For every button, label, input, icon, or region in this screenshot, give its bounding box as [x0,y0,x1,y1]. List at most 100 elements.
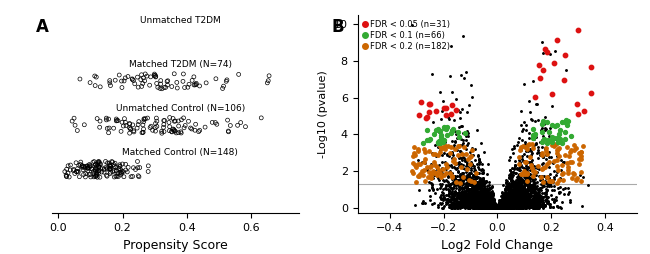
Point [115,173,125,177]
Point [492,206,502,210]
Point [82,164,92,168]
Point [491,205,501,210]
Point [499,206,509,210]
Point [484,199,494,203]
Point [473,198,484,202]
Point [434,130,444,134]
Point [489,205,499,209]
Point [473,203,484,207]
Point [469,199,479,203]
Point [542,141,552,145]
Point [514,198,524,202]
Point [499,204,510,209]
Point [484,205,494,209]
Point [441,106,451,110]
Point [497,201,507,205]
Point [493,206,503,210]
Point [517,202,527,206]
Point [476,201,487,205]
Point [514,200,525,204]
Point [480,201,491,205]
Point [486,201,497,205]
Point [471,198,482,202]
Point [473,205,484,209]
Point [105,165,116,169]
Point [526,204,537,208]
Point [538,195,548,199]
Point [476,203,487,207]
Point [483,191,493,195]
Point [459,203,469,207]
Point [474,185,484,189]
Point [95,175,105,179]
Point [519,169,530,173]
Point [462,185,473,189]
Point [470,200,480,204]
Point [457,177,467,181]
Point [484,198,494,202]
Point [497,205,507,209]
Point [495,203,506,207]
Point [534,187,544,192]
Point [520,205,530,210]
Point [512,205,522,210]
Point [514,194,525,198]
Point [496,203,506,207]
Point [109,175,120,179]
Point [497,205,508,209]
Point [504,198,514,202]
Point [538,174,548,178]
Point [527,190,538,194]
Point [480,204,490,208]
Point [105,166,116,170]
Point [510,204,520,208]
Point [501,205,512,209]
Point [491,205,502,209]
Point [532,180,543,184]
Point [508,192,519,196]
Point [438,99,448,103]
Point [491,206,501,210]
Point [528,180,539,184]
Point [518,200,528,204]
Point [456,137,466,141]
Point [456,185,467,189]
Point [495,205,505,209]
Point [512,202,523,207]
Point [467,195,477,199]
Point [536,199,547,203]
Point [489,205,500,209]
Point [479,201,489,205]
Point [473,205,483,209]
Point [556,172,567,177]
Point [512,190,522,194]
Point [497,201,507,205]
Point [474,179,484,183]
Point [499,202,509,206]
Point [493,205,503,209]
Point [573,112,584,116]
Point [473,154,483,158]
Point [495,206,505,210]
Point [497,201,508,205]
Point [523,172,533,176]
Point [480,195,490,199]
Point [489,200,499,204]
Point [506,196,517,200]
Point [450,202,461,206]
Point [521,196,531,200]
Point [523,199,534,203]
Point [484,205,495,209]
Point [498,205,508,209]
Point [488,199,499,203]
Point [497,204,508,208]
Point [508,197,518,201]
Point [480,202,490,206]
Point [497,205,508,209]
Point [461,200,471,204]
Point [484,203,495,208]
Point [469,190,480,194]
Point [487,188,497,193]
Point [515,163,526,167]
Point [505,172,515,176]
